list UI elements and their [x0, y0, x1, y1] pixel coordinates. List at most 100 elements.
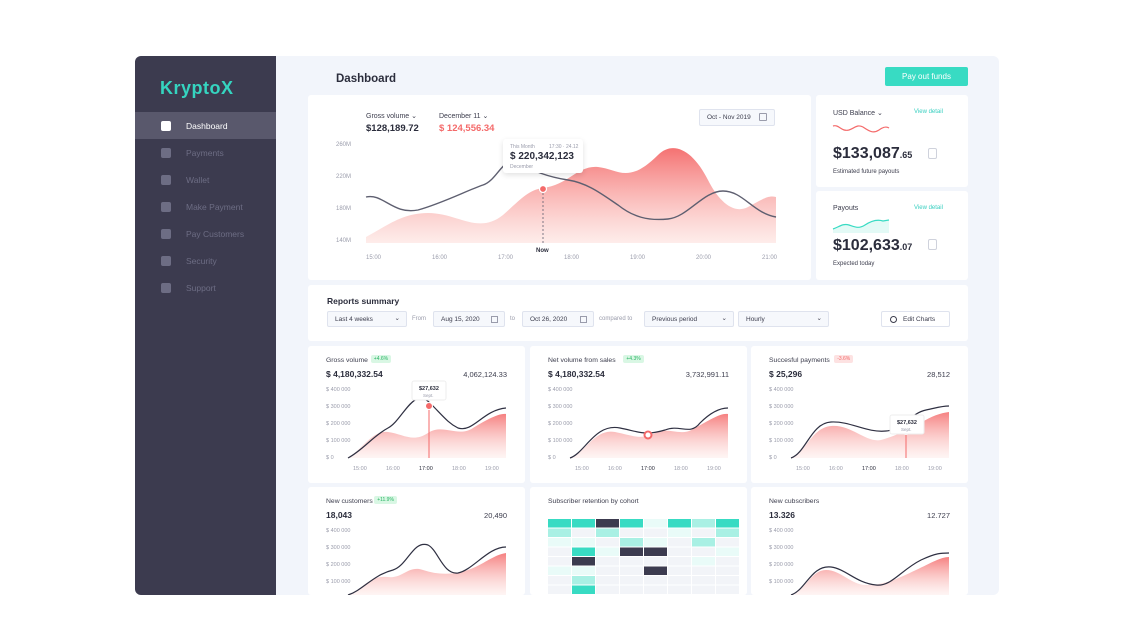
interval-select[interactable]: Hourly ⌄: [738, 311, 829, 327]
balance-view-detail-link[interactable]: View detail: [914, 109, 943, 115]
heatmap-cell: [668, 519, 691, 528]
comparison-line: [347, 543, 507, 595]
edit-charts-button[interactable]: Edit Charts: [881, 311, 950, 327]
heatmap-cell: [548, 576, 571, 585]
compared-value: Previous period: [652, 315, 698, 323]
from-date-picker[interactable]: Aug 15, 2020: [433, 311, 505, 327]
usd-balance-value: $133,087.65: [833, 145, 912, 163]
heatmap-cell: [620, 519, 643, 528]
pay-out-funds-button[interactable]: Pay out funds: [885, 67, 968, 86]
x-tick-label: 16:00: [386, 466, 400, 472]
to-date-picker[interactable]: Oct 26, 2020: [522, 311, 594, 327]
now-label: Now: [536, 248, 549, 254]
sidebar-item-security[interactable]: Security: [135, 247, 276, 274]
heatmap-cell: [644, 585, 667, 594]
x-tick-label: 16:00: [608, 466, 622, 472]
metric-title: New customers: [326, 498, 373, 505]
payouts-view-detail-link[interactable]: View detail: [914, 205, 943, 211]
heatmap-cell: [572, 519, 595, 528]
payouts-main: $102,633: [833, 237, 900, 254]
calendar-icon: [491, 316, 498, 323]
y-tick-label: $ 400 000: [326, 387, 350, 393]
y-tick-label: $ 400 000: [548, 387, 572, 393]
sidebar-item-wallet[interactable]: Wallet: [135, 166, 276, 193]
area-series: [791, 557, 949, 595]
chart-tooltip: This Month 17:30 · 24.12 $ 220,342,123 D…: [503, 139, 583, 173]
metric-value: 13.326: [769, 510, 795, 520]
compared-select[interactable]: Previous period ⌄: [644, 311, 734, 327]
y-tick-label: $ 200 000: [326, 562, 350, 568]
y-tick-label: $ 300 000: [548, 404, 572, 410]
x-tick-label: 16:00: [829, 466, 843, 472]
previous-value: 4,062,124.33: [463, 370, 507, 379]
from-date-value: Aug 15, 2020: [441, 315, 480, 323]
comparison-line: [790, 552, 950, 595]
heatmap-cell: [692, 576, 715, 585]
y-tick-label: $ 200 000: [548, 421, 572, 427]
sidebar-item-make-payment[interactable]: Make Payment: [135, 193, 276, 220]
marker-dot: [425, 402, 433, 410]
heatmap-cell: [548, 538, 571, 547]
heatmap-cell: [548, 547, 571, 556]
x-tick-label: 17:00: [419, 466, 433, 472]
december-dropdown[interactable]: December 11 ⌄: [439, 112, 488, 120]
heatmap-cell: [620, 585, 643, 594]
tooltip-time: 17:30 · 24.12: [549, 144, 579, 150]
reports-summary-title: Reports summary: [327, 296, 400, 306]
sidebar-item-pay-customers[interactable]: Pay Customers: [135, 220, 276, 247]
tooltip-value: $27,632: [419, 386, 439, 392]
heatmap-cell: [548, 566, 571, 575]
to-label: to: [510, 316, 516, 322]
sidebar-item-label: Support: [186, 282, 216, 293]
chevron-down-icon: ⌄: [721, 315, 727, 322]
sidebar-item-support[interactable]: Support: [135, 274, 276, 301]
heatmap-cell: [644, 566, 667, 575]
heatmap-cell: [692, 566, 715, 575]
heatmap-cell: [644, 519, 667, 528]
heatmap-cell: [716, 547, 739, 556]
tooltip-value: $27,632: [897, 420, 917, 426]
date-range-picker[interactable]: Oct - Nov 2019: [699, 109, 775, 126]
heatmap-cell: [716, 576, 739, 585]
heatmap-cell: [644, 547, 667, 556]
sidebar-item-dashboard[interactable]: Dashboard: [135, 112, 276, 139]
metric-title: Net volume from sales: [548, 357, 616, 364]
x-tick-label: 18:00: [674, 466, 688, 472]
metric-title: New cubscribers: [769, 498, 820, 505]
metric-card: Succesful payments -3.6% $ 25,296 28,512 $ 4…: [751, 346, 968, 483]
heatmap-cell: [572, 547, 595, 556]
heatmap-cell: [620, 576, 643, 585]
y-tick-label: 180M: [336, 206, 351, 212]
sidebar-item-label: Wallet: [186, 174, 210, 185]
sidebar-item-payments[interactable]: Payments: [135, 139, 276, 166]
heatmap-cell: [668, 528, 691, 537]
x-tick-label: 20:00: [696, 255, 712, 261]
make-payment-icon: [161, 201, 171, 212]
heatmap-cell: [692, 585, 715, 594]
previous-value: 28,512: [927, 370, 950, 379]
metric-card: Net volume from sales +4.3% $ 4,180,332.54…: [530, 346, 747, 483]
range-select[interactable]: Last 4 weeks ⌄: [327, 311, 407, 327]
compared-label: compared to: [599, 316, 633, 322]
usd-balance-main: $133,087: [833, 145, 900, 162]
edit-charts-label: Edit Charts: [903, 315, 936, 323]
chevron-down-icon: ⌄: [482, 113, 489, 120]
trend-badge: +11.9%: [374, 496, 397, 504]
heatmap-cell: [548, 585, 571, 594]
heatmap-cell: [692, 557, 715, 566]
comparison-line: [365, 160, 777, 221]
heatmap-cell: [572, 585, 595, 594]
usd-balance-dropdown[interactable]: USD Balance ⌄: [833, 109, 883, 117]
dashboard-icon: [161, 120, 171, 131]
metric-value: 18,043: [326, 510, 352, 520]
y-tick-label: $ 0: [326, 455, 334, 461]
previous-value: 3,732,991.11: [685, 370, 729, 379]
gross-volume-dropdown[interactable]: Gross volume ⌄: [366, 112, 417, 120]
comparison-line: [790, 405, 950, 459]
heatmap-cell: [620, 547, 643, 556]
area-series: [348, 413, 506, 458]
gross-volume-value: $128,189.72: [366, 123, 419, 134]
lock-icon: [928, 239, 937, 250]
heatmap-cell: [668, 547, 691, 556]
heatmap-cell: [596, 566, 619, 575]
